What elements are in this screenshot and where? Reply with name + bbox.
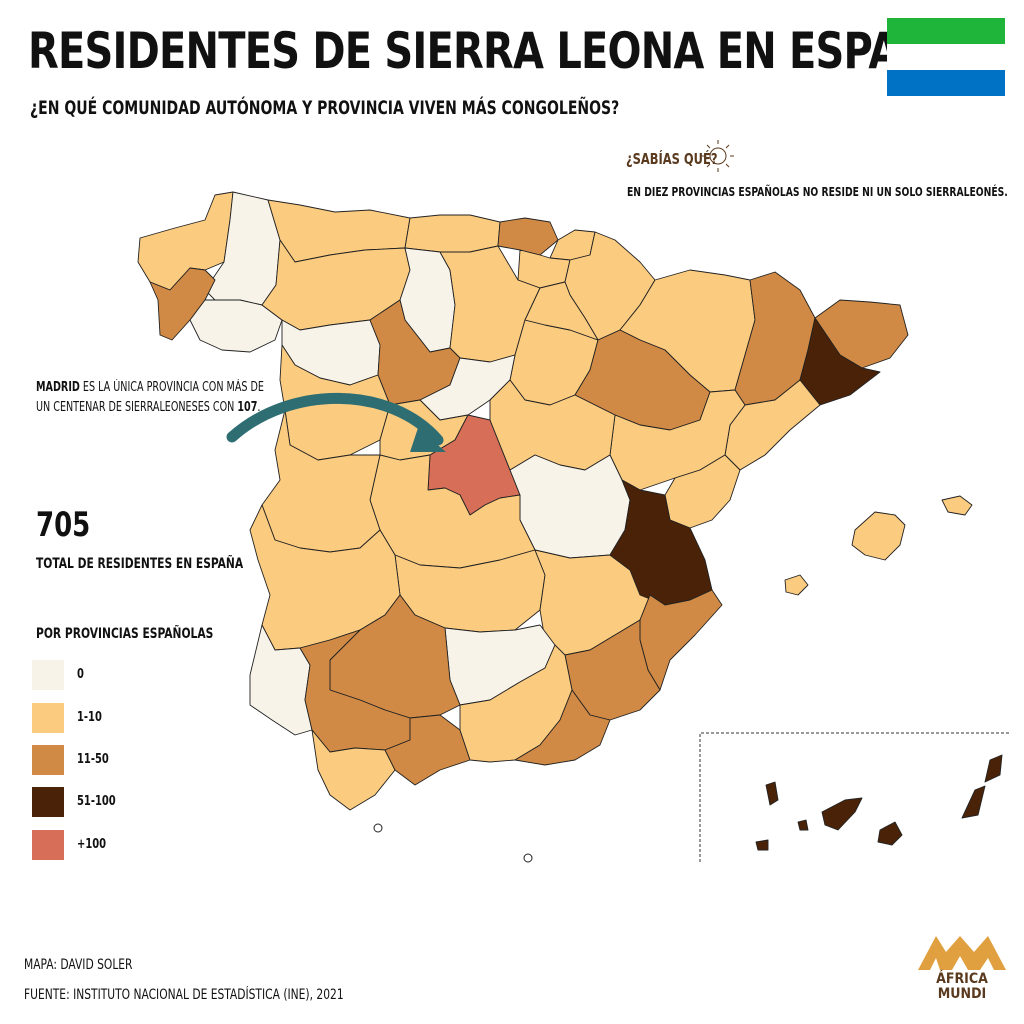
madrid-note: MADRID ES LA ÚNICA PROVINCIA CON MÁS DE … [36, 378, 264, 418]
madrid-note-line1: ES LA ÚNICA PROVINCIA CON MÁS DE [79, 380, 264, 395]
flag-band-blue [887, 70, 1005, 96]
fact-title: ¿SABÍAS QUÉ? [626, 150, 718, 168]
total-value: 705 [36, 505, 91, 545]
melilla-marker [523, 853, 533, 863]
province-cadiz [311, 729, 396, 811]
flag-band-white [887, 44, 1005, 70]
legend-swatch [32, 787, 64, 817]
province-canarias-la-palma [765, 781, 779, 806]
province-bizkaia [497, 217, 559, 256]
madrid-arrow [226, 392, 444, 446]
page-subtitle: ¿EN QUÉ COMUNIDAD AUTÓNOMA Y PROVINCIA V… [30, 97, 620, 119]
province-canarias-gomera [797, 819, 809, 831]
africa-mundi-logo [918, 936, 1006, 970]
province-canarias-fuerteventura [961, 785, 986, 819]
province-canarias-hierro [755, 839, 769, 851]
legend-label: 11-50 [77, 752, 109, 767]
madrid-arrowhead [410, 428, 446, 452]
province-baleares-mallorca [851, 511, 906, 561]
logo-text: ÁFRICA MUNDI [914, 972, 1010, 1002]
legend-label: 51-100 [77, 794, 116, 809]
credit-source: FUENTE: INSTITUTO NACIONAL DE ESTADÍSTIC… [24, 987, 344, 1003]
province-baleares-menorca [941, 495, 973, 516]
logo-line1: ÁFRICA [936, 971, 988, 987]
madrid-note-period: . [257, 400, 261, 415]
province-ourense [189, 299, 283, 353]
legend-label: 1-10 [77, 710, 102, 725]
province-canarias-lanzarote [984, 754, 1003, 783]
province-cantabria [404, 214, 501, 253]
sun-icon [702, 140, 734, 172]
total-label: TOTAL DE RESIDENTES EN ESPAÑA [36, 556, 244, 572]
canary-inset-border [699, 732, 1010, 862]
province-canarias-tenerife [821, 797, 863, 831]
legend-swatch [32, 703, 64, 733]
madrid-note-bold: MADRID [36, 380, 80, 395]
legend-label: 0 [77, 667, 84, 682]
province-castellon [664, 454, 741, 529]
flag-band-green [887, 18, 1005, 44]
legend-swatch [32, 660, 64, 690]
logo-line2: MUNDI [937, 986, 987, 1002]
madrid-note-value: 107 [237, 400, 258, 415]
fact-text: EN DIEZ PROVINCIAS ESPAÑOLAS NO RESIDE N… [627, 184, 1008, 199]
province-canarias-gran-canaria [877, 821, 903, 846]
legend-swatch [32, 830, 64, 860]
legend-label: +100 [77, 837, 107, 852]
province-almeria [514, 689, 611, 766]
page-title: RESIDENTES DE SIERRA LEONA EN ESPAÑA [28, 22, 962, 80]
legend-title: POR PROVINCIAS ESPAÑOLAS [36, 626, 214, 642]
province-baleares-ibiza [784, 574, 809, 596]
province-alicante [639, 589, 723, 691]
legend-swatch [32, 745, 64, 775]
ceuta-marker [373, 823, 383, 833]
credit-map: MAPA: DAVID SOLER [24, 957, 133, 973]
madrid-note-line2: UN CENTENAR DE SIERRALEONESES CON [36, 400, 238, 415]
